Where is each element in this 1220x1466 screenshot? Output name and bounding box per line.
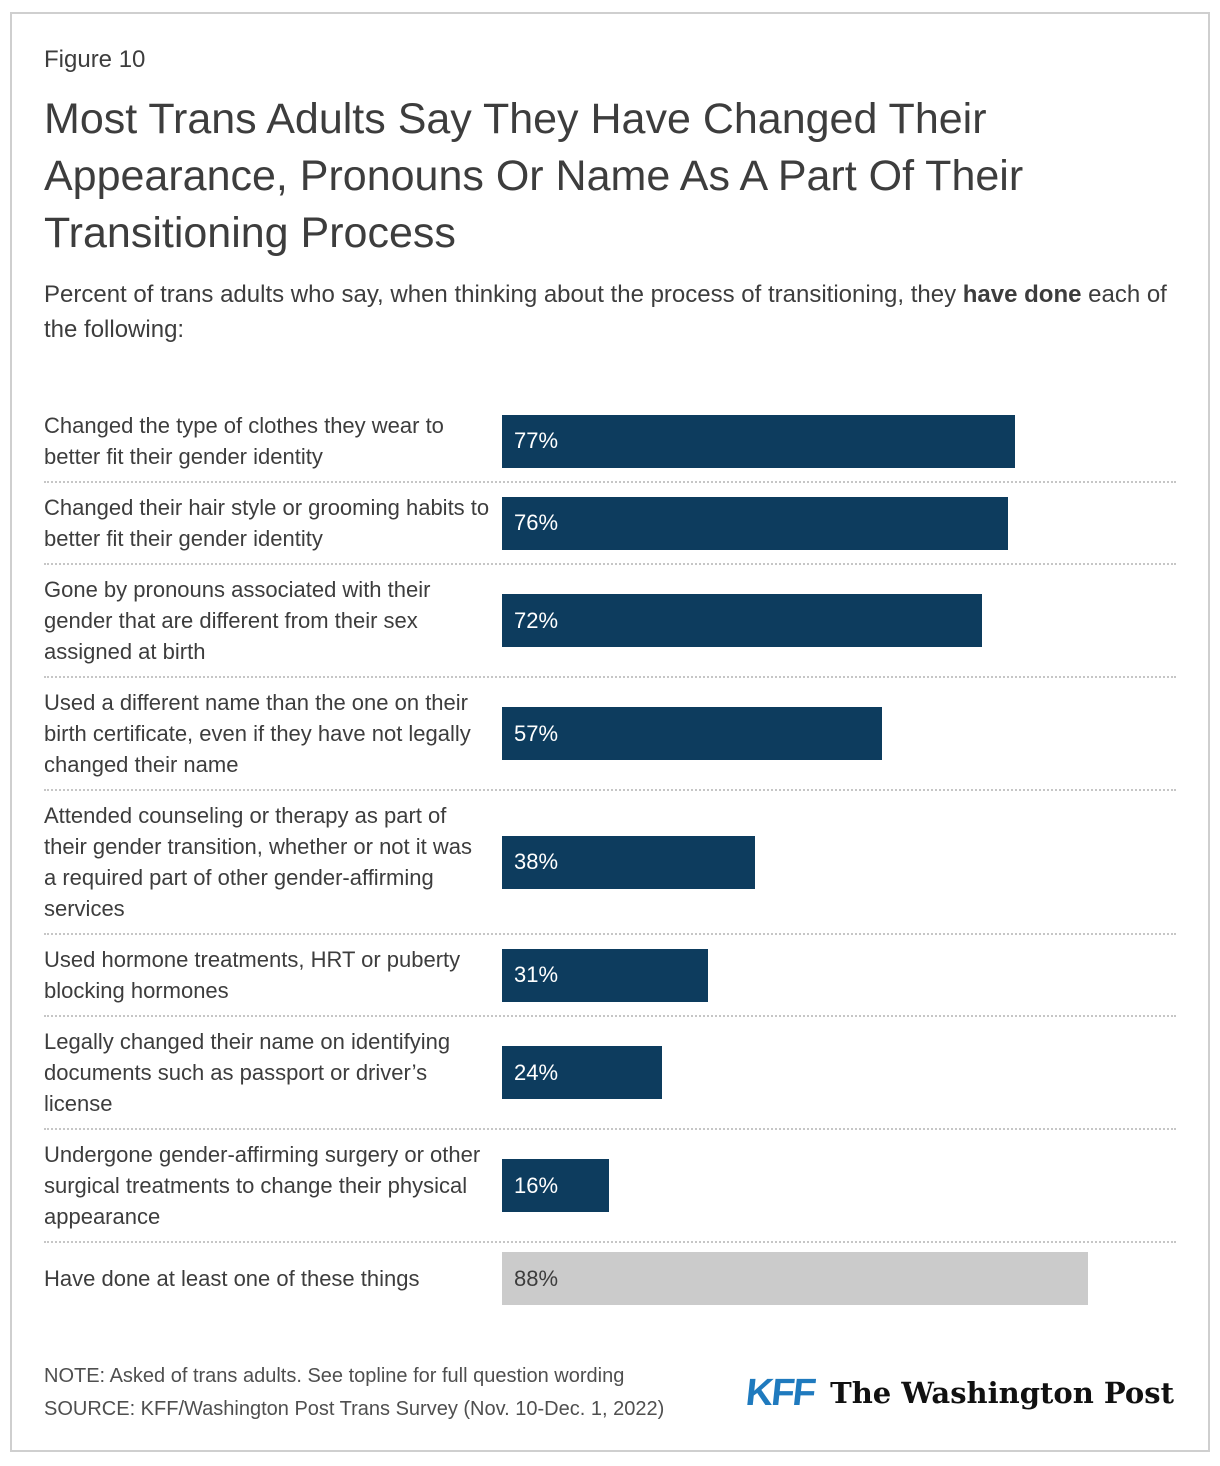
bar-track: 38% <box>502 835 1168 889</box>
bar-row-label: Have done at least one of these things <box>44 1266 420 1291</box>
bar-value-label: 72% <box>514 607 559 633</box>
bar-row: Used hormone treatments, HRT or puberty … <box>44 933 1176 1015</box>
bar-row-label: Undergone gender-affirming surgery or ot… <box>44 1142 481 1229</box>
bar-row: Undergone gender-affirming surgery or ot… <box>44 1128 1176 1241</box>
bar-chart: Changed the type of clothes they wear to… <box>44 401 1176 1314</box>
bar-row-label: Legally changed their name on identifyin… <box>44 1029 451 1116</box>
bar-row: Gone by pronouns associated with their g… <box>44 563 1176 676</box>
bar-row-label: Changed their hair style or grooming hab… <box>44 495 490 551</box>
bar-row: Have done at least one of these things 8… <box>44 1241 1176 1314</box>
subtitle-bold: have done <box>962 281 1082 308</box>
bar-track: 76% <box>502 496 1168 550</box>
bar: 88% <box>502 1252 1089 1305</box>
bar-value-label: 38% <box>514 849 559 874</box>
bar-row: Changed the type of clothes they wear to… <box>44 401 1176 481</box>
washington-post-logo: The Washington Post <box>830 1376 1174 1410</box>
figure-label: Figure 10 <box>44 46 146 73</box>
bar: 57% <box>502 707 882 760</box>
bar-track: 72% <box>502 594 1168 647</box>
figure-card: Figure 10 Most Trans Adults Say They Hav… <box>10 12 1210 1452</box>
bar: 31% <box>502 948 709 1002</box>
bar-value-label: 24% <box>514 1059 559 1085</box>
bar-value-label: 77% <box>514 428 559 453</box>
bar: 72% <box>502 594 982 647</box>
bar-track: 57% <box>502 707 1168 760</box>
bar-value-label: 31% <box>514 962 559 987</box>
chart-footer: NOTE: Asked of trans adults. See topline… <box>44 1360 1176 1426</box>
bar-row-label: Used hormone treatments, HRT or puberty … <box>44 947 461 1003</box>
bar-value-label: 76% <box>514 510 559 535</box>
bar: 76% <box>502 496 1009 550</box>
bar: 24% <box>502 1046 662 1099</box>
bar-track: 24% <box>502 1046 1168 1099</box>
bar-track: 31% <box>502 948 1168 1002</box>
bar: 16% <box>502 1159 609 1212</box>
notes-block: NOTE: Asked of trans adults. See topline… <box>44 1360 664 1426</box>
source-text: SOURCE: KFF/Washington Post Trans Survey… <box>44 1398 665 1420</box>
bar-track: 77% <box>502 414 1168 468</box>
bar-track: 16% <box>502 1159 1168 1212</box>
logos: KFF The Washington Post <box>744 1371 1176 1415</box>
bar-row-label: Gone by pronouns associated with their g… <box>44 577 431 664</box>
subtitle-suffix: each of the following: <box>44 281 1167 343</box>
bar-row-label: Used a different name than the one on th… <box>44 690 471 777</box>
bar-row: Used a different name than the one on th… <box>44 676 1176 789</box>
note-text: NOTE: Asked of trans adults. See topline… <box>44 1365 625 1387</box>
bar-value-label: 88% <box>514 1265 559 1291</box>
bar: 38% <box>502 835 756 889</box>
subtitle-prefix: Percent of trans adults who say, when th… <box>44 281 963 308</box>
kff-logo: KFF <box>744 1371 817 1414</box>
chart-title: Most Trans Adults Say They Have Changed … <box>44 95 1024 257</box>
bar-value-label: 16% <box>514 1172 559 1198</box>
bar-row: Changed their hair style or grooming hab… <box>44 481 1176 563</box>
bar-row: Legally changed their name on identifyin… <box>44 1015 1176 1128</box>
bar-row: Attended counseling or therapy as part o… <box>44 789 1176 933</box>
bar-row-label: Changed the type of clothes they wear to… <box>44 413 444 469</box>
bar-row-label: Attended counseling or therapy as part o… <box>44 803 473 921</box>
chart-subtitle: Percent of trans adults who say, when th… <box>44 277 1176 347</box>
bar: 77% <box>502 414 1015 468</box>
bar-track: 88% <box>502 1252 1168 1305</box>
bar-value-label: 57% <box>514 720 559 746</box>
